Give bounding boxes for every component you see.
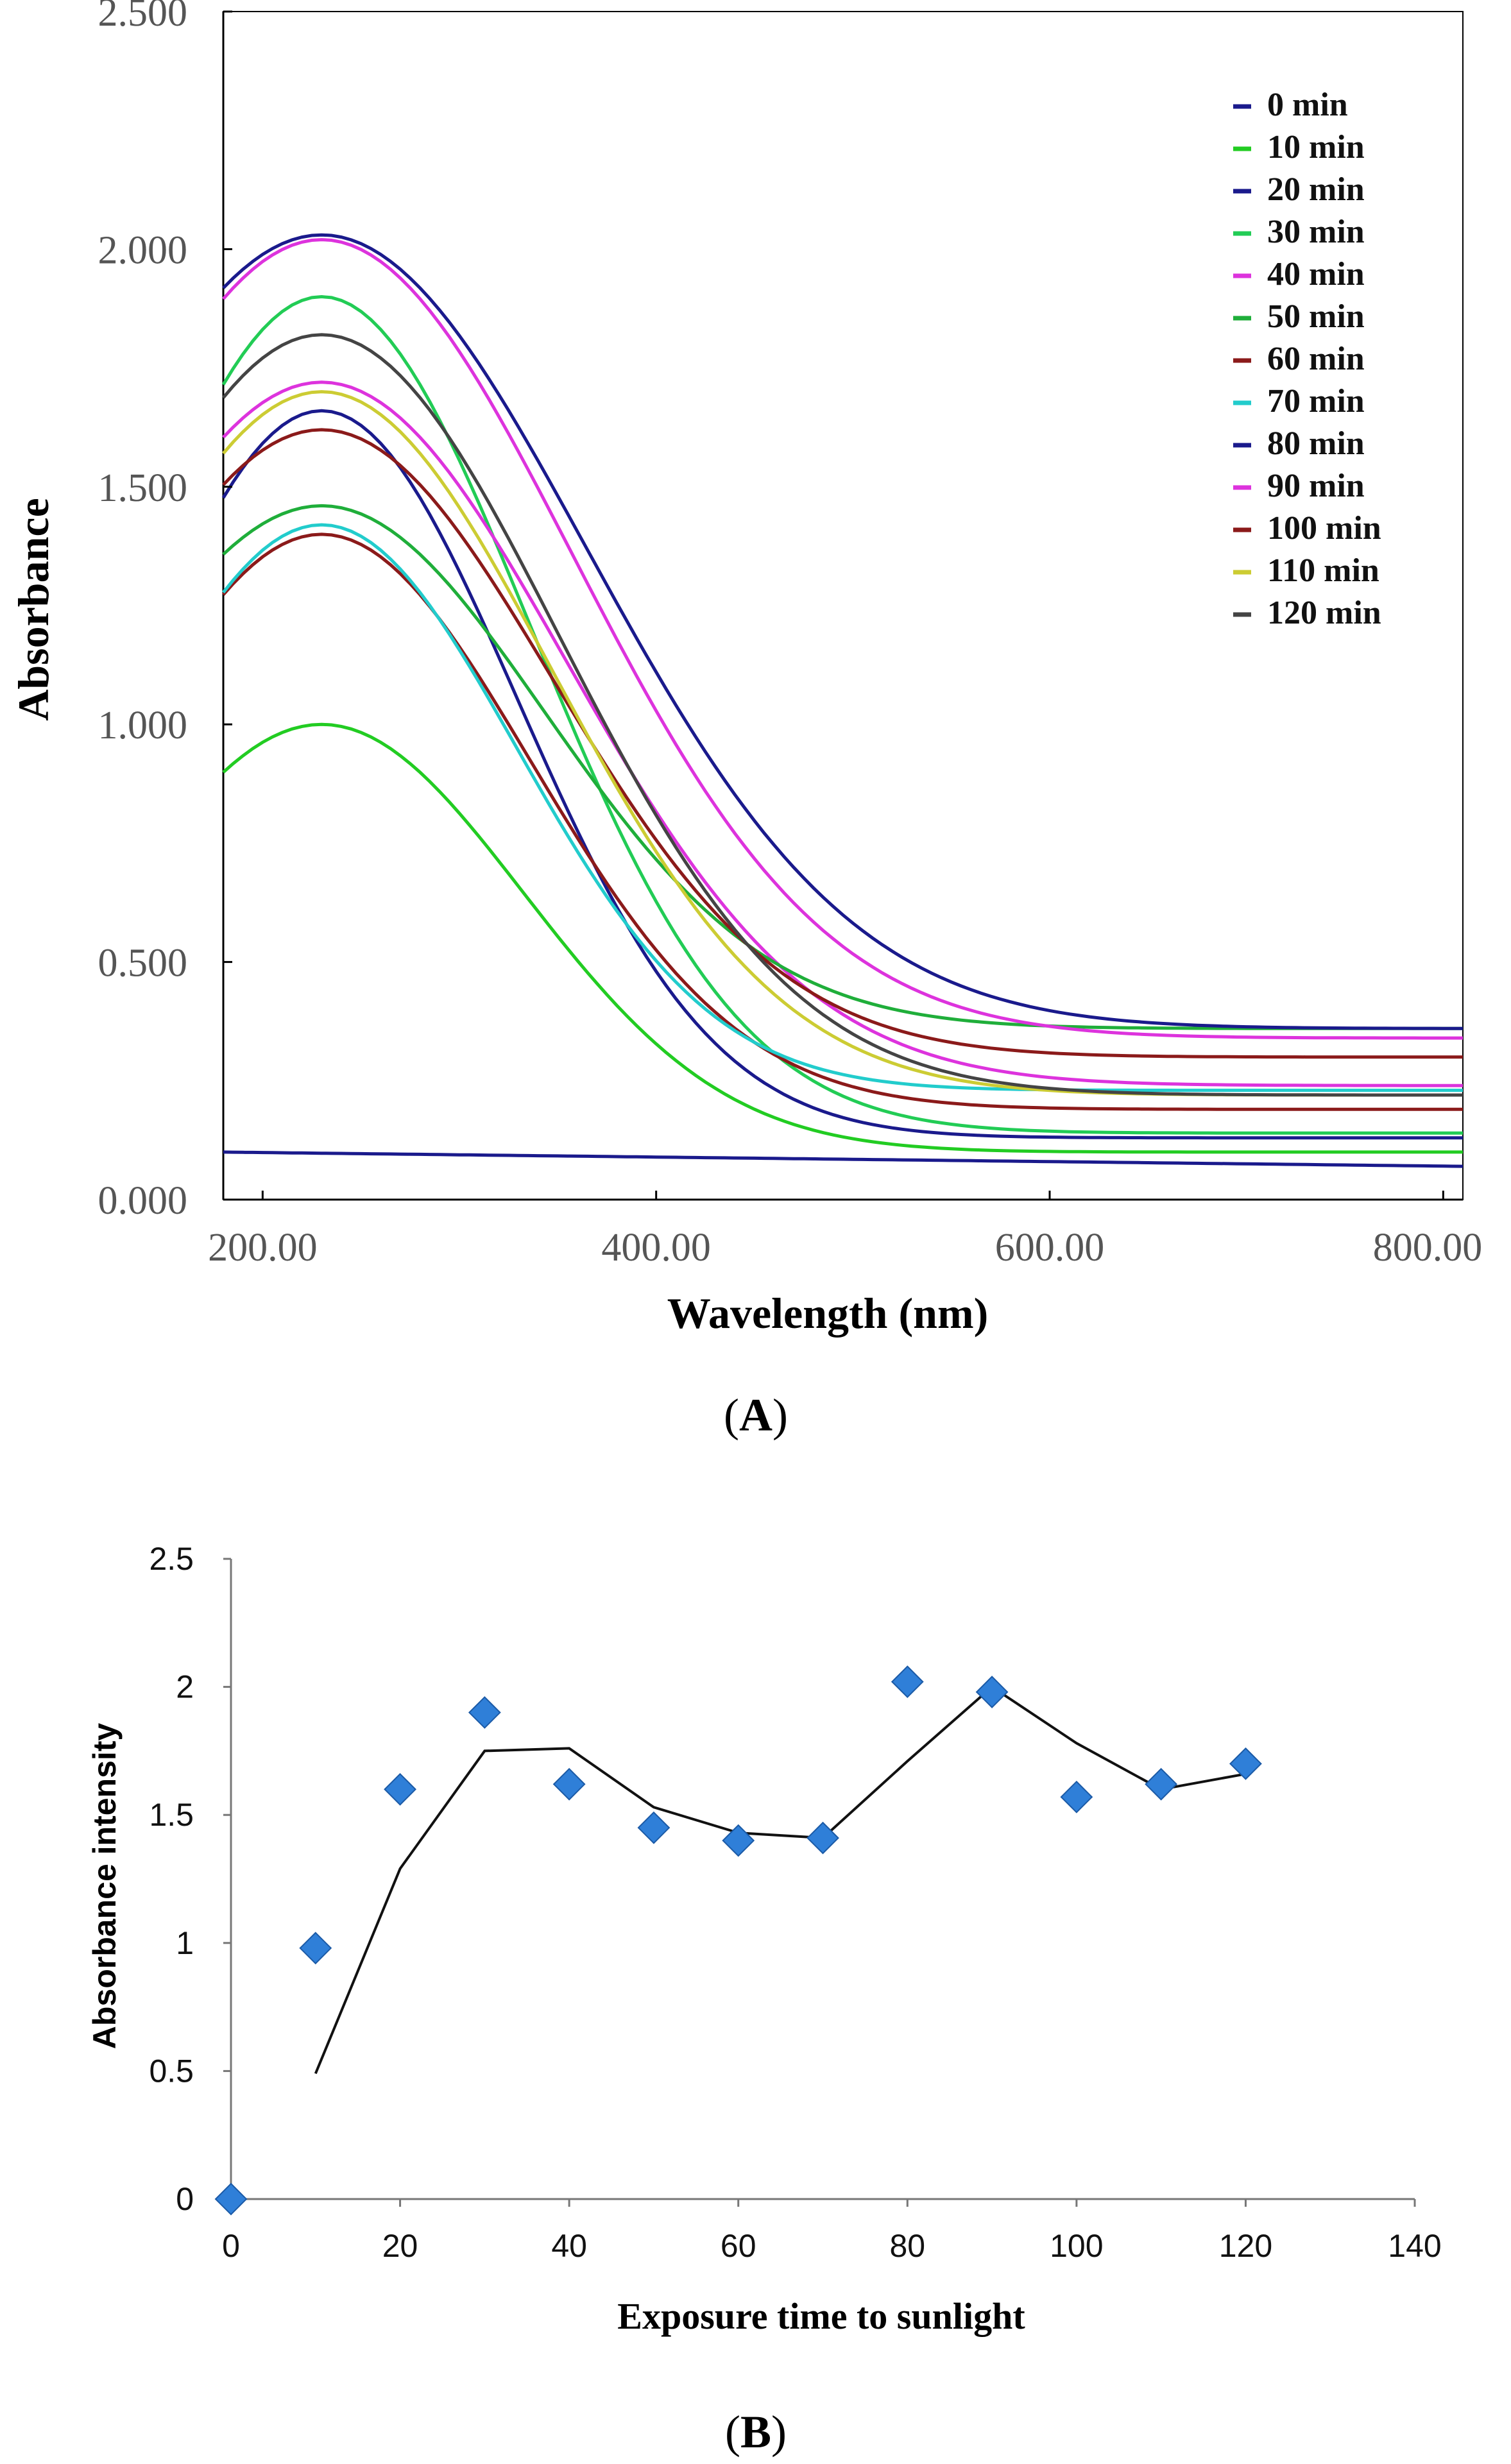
- chart-b-x-axis-title: Exposure time to sunlight: [617, 2295, 1025, 2337]
- chart-a-y-tick-label: 2.500: [98, 0, 188, 35]
- chart-b-point: [299, 1932, 332, 1965]
- chart-b-x-tick-label: 140: [1388, 2228, 1441, 2264]
- chart-a-legend-label: 30 min: [1267, 214, 1365, 250]
- chart-b-y-tick-label: 2.5: [149, 1541, 194, 1577]
- chart-a-legend-label: 60 min: [1267, 341, 1365, 377]
- chart-a-y-tick-label: 1.000: [98, 704, 188, 747]
- chart-b-point: [975, 1676, 1009, 1708]
- chart-a-y-axis-title: Absorbance: [9, 498, 58, 721]
- chart-a-x-tick-label: 400.00: [601, 1226, 711, 1270]
- chart-b-y-tick-label: 0: [176, 2181, 194, 2217]
- chart-a-series-12: [222, 333, 1463, 1097]
- chart-a-legend-label: 70 min: [1267, 383, 1365, 420]
- chart-b-point: [468, 1696, 501, 1729]
- chart-a-x-ticks: 200.00 400.00 600.00 800.00: [208, 1191, 1482, 1270]
- chart-b-x-tick-label: 80: [889, 2228, 925, 2264]
- chart-a-y-tick-label: 1.500: [98, 466, 188, 510]
- chart-a-series-3: [221, 294, 1463, 1135]
- chart-b-point: [384, 1772, 416, 1806]
- chart-a-series-7: [222, 523, 1463, 1092]
- chart-a-legend-label: 50 min: [1267, 298, 1365, 335]
- chart-a-series-8: [222, 233, 1463, 1030]
- chart-b: 0 0.5 1 1.5 2 2.5 0 20 40 60 80 100 120 140 Exposure…: [87, 1541, 1442, 2337]
- chart-a-curves: [221, 233, 1464, 1168]
- chart-a-y-ticks: 0.000 0.500 1.000 1.500 2.000 2.500: [98, 0, 232, 1223]
- panel-b-label-close: ): [771, 2406, 787, 2458]
- chart-a-legend-label: 80 min: [1267, 425, 1365, 462]
- chart-b-point: [807, 1821, 839, 1855]
- chart-b-x-ticks: 0 20 40 60 80 100 120 140: [222, 2199, 1442, 2264]
- chart-b-point: [1145, 1767, 1178, 1801]
- chart-a-legend-label: 100 min: [1267, 510, 1381, 547]
- chart-a-y-tick-label: 0.000: [98, 1179, 188, 1223]
- panel-b-label-open: (: [725, 2406, 740, 2458]
- chart-a-series-0: [223, 1150, 1464, 1168]
- chart-a-x-tick-label: 600.00: [995, 1226, 1105, 1270]
- chart-b-y-tick-label: 1.5: [149, 1797, 194, 1833]
- panel-a-label: (A): [724, 1389, 788, 1441]
- chart-a-series-1: [222, 722, 1463, 1154]
- panel-b-label-letter: B: [740, 2406, 771, 2458]
- chart-b-points: [214, 1665, 1262, 2216]
- chart-b-x-tick-label: 60: [721, 2228, 756, 2264]
- chart-a-x-axis-title: Wavelength (nm): [667, 1289, 989, 1338]
- chart-b-point: [1060, 1780, 1093, 1814]
- panel-a-label-open: (: [724, 1389, 739, 1441]
- chart-b-trend-line: [314, 1685, 1246, 2075]
- chart-b-point: [891, 1665, 924, 1699]
- chart-b-x-tick-label: 100: [1050, 2228, 1103, 2264]
- chart-a-series-10: [222, 428, 1463, 1059]
- chart-a-x-tick-label: 800.00: [1373, 1226, 1483, 1270]
- chart-b-x-tick-label: 0: [222, 2228, 240, 2264]
- chart-a-legend-label: 120 min: [1267, 595, 1381, 631]
- chart-b-y-tick-label: 0.5: [149, 2053, 194, 2089]
- chart-a-legend-label: 90 min: [1267, 468, 1365, 504]
- chart-a-legend-label: 0 min: [1267, 87, 1348, 123]
- chart-a-x-tick-label: 200.00: [208, 1226, 318, 1270]
- chart-a-y-tick-label: 2.000: [98, 228, 188, 272]
- chart-b-point: [552, 1767, 586, 1801]
- panel-a-label-letter: A: [739, 1389, 773, 1441]
- chart-b-point: [722, 1824, 755, 1857]
- chart-a-y-tick-label: 0.500: [98, 942, 188, 985]
- chart-a-series-9: [222, 238, 1463, 1040]
- chart-a: 0.000 0.500 1.000 1.500 2.000 2.500 200.00 400…: [9, 0, 1482, 1338]
- chart-b-point: [637, 1811, 670, 1844]
- chart-b-x-tick-label: 120: [1219, 2228, 1272, 2264]
- chart-a-legend-label: 10 min: [1267, 129, 1365, 166]
- chart-b-y-tick-label: 2: [176, 1669, 194, 1705]
- chart-a-series-4: [222, 380, 1463, 1087]
- chart-b-x-tick-label: 20: [382, 2228, 418, 2264]
- chart-a-legend-label: 110 min: [1267, 552, 1379, 589]
- chart-b-x-tick-label: 40: [551, 2228, 587, 2264]
- chart-a-legend-label: 20 min: [1267, 171, 1365, 208]
- chart-b-point: [214, 2182, 248, 2216]
- chart-b-y-tick-label: 1: [176, 1925, 194, 1961]
- panel-b-label: (B): [725, 2406, 787, 2458]
- chart-a-series-2: [221, 409, 1463, 1140]
- chart-a-legend: 0 min 10 min 20 min 30 min 40 min 50 min 60 mi…: [1233, 87, 1381, 631]
- chart-b-y-axis-title: Absorbance intensity: [87, 1723, 123, 2050]
- chart-b-y-ticks: 0 0.5 1 1.5 2 2.5: [149, 1541, 231, 2217]
- chart-a-legend-label: 40 min: [1267, 256, 1365, 293]
- chart-b-point: [1229, 1747, 1262, 1780]
- panel-a-label-close: ): [773, 1389, 788, 1441]
